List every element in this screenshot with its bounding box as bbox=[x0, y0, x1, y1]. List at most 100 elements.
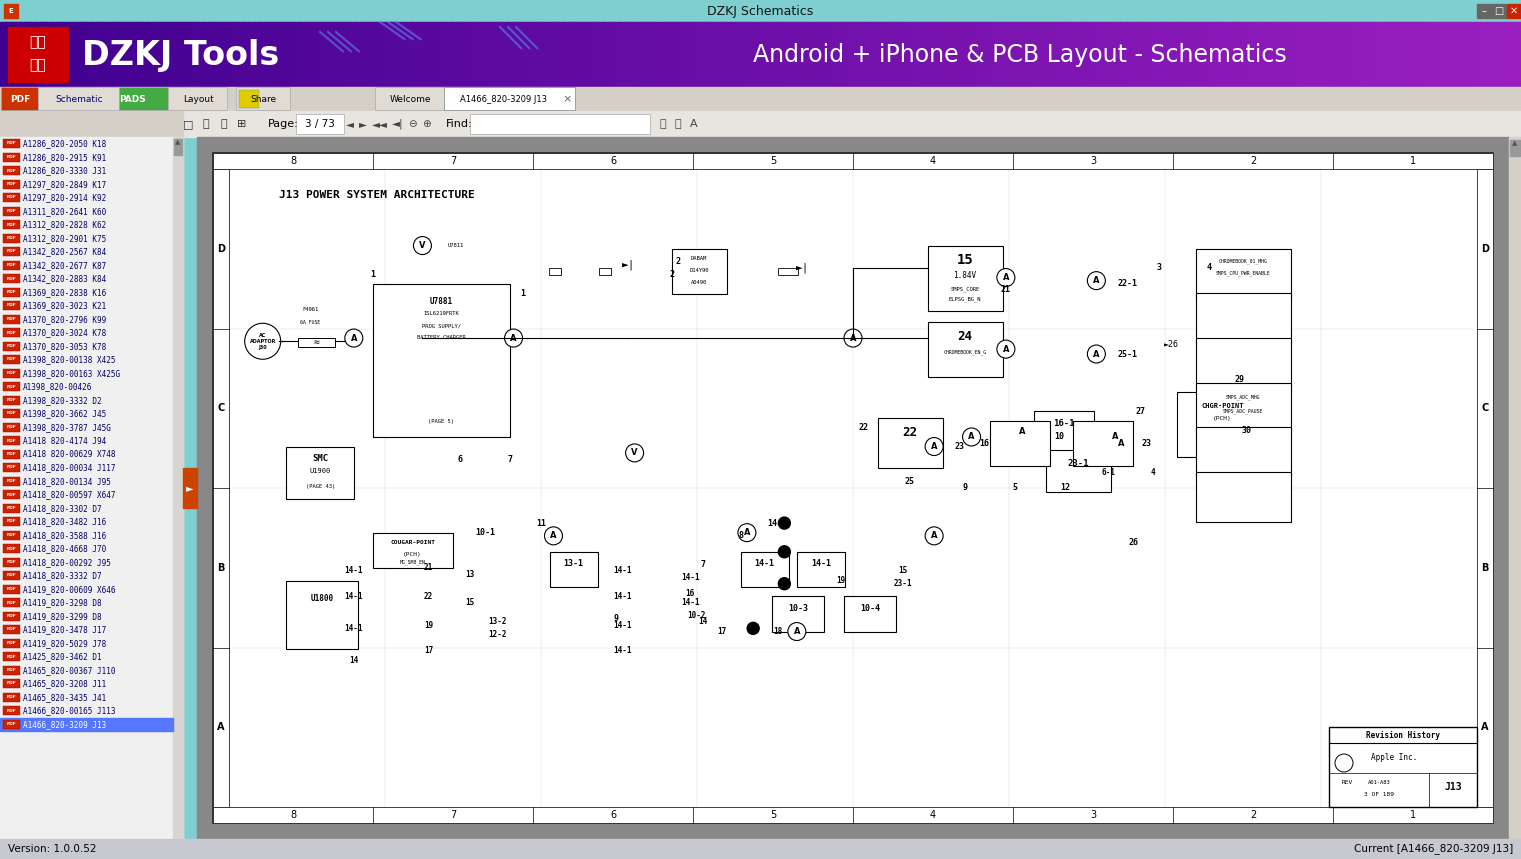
Text: PDF: PDF bbox=[6, 425, 17, 429]
Bar bbox=[3, 490, 20, 499]
Bar bbox=[1501, 22, 1507, 87]
Bar bbox=[324, 22, 330, 87]
Text: SMPS_CORE: SMPS_CORE bbox=[951, 287, 980, 292]
Bar bbox=[741, 22, 747, 87]
Text: ◄: ◄ bbox=[345, 119, 354, 129]
Bar bbox=[3, 206, 20, 216]
Text: A1418_820-3482 J16: A1418_820-3482 J16 bbox=[23, 517, 106, 527]
Bar bbox=[1425, 22, 1431, 87]
Text: A1370_820-3024 K78: A1370_820-3024 K78 bbox=[23, 328, 106, 338]
Bar bbox=[735, 22, 741, 87]
Bar bbox=[1434, 22, 1440, 87]
Bar bbox=[3, 463, 20, 472]
Bar bbox=[1130, 22, 1136, 87]
Bar bbox=[1491, 22, 1497, 87]
Bar bbox=[1338, 22, 1345, 87]
Bar bbox=[487, 22, 493, 87]
Text: PDF: PDF bbox=[6, 722, 17, 726]
Bar bbox=[309, 22, 315, 87]
Text: PDF: PDF bbox=[6, 466, 17, 470]
Bar bbox=[1358, 22, 1364, 87]
Bar bbox=[1507, 4, 1521, 18]
Bar bbox=[50, 22, 56, 87]
Bar bbox=[0, 0, 1521, 22]
Circle shape bbox=[1013, 423, 1031, 441]
Text: 10-2: 10-2 bbox=[687, 611, 706, 620]
Bar bbox=[228, 22, 234, 87]
Text: SMC: SMC bbox=[312, 454, 329, 463]
Text: PDF: PDF bbox=[6, 182, 17, 186]
Circle shape bbox=[414, 236, 432, 254]
Text: A1297_820-2849 K17: A1297_820-2849 K17 bbox=[23, 180, 106, 189]
Text: 6: 6 bbox=[458, 454, 462, 464]
Bar bbox=[984, 22, 990, 87]
Bar bbox=[0, 111, 183, 137]
Bar bbox=[969, 22, 975, 87]
Bar bbox=[1046, 450, 1112, 491]
Bar bbox=[406, 22, 412, 87]
Bar bbox=[3, 423, 20, 431]
Bar bbox=[704, 22, 710, 87]
Bar bbox=[1024, 22, 1030, 87]
Text: PDF: PDF bbox=[6, 560, 17, 564]
Text: U1800: U1800 bbox=[310, 594, 335, 603]
Text: (PAGE 43): (PAGE 43) bbox=[306, 484, 335, 489]
Bar bbox=[502, 22, 508, 87]
Text: 16: 16 bbox=[980, 439, 989, 448]
Text: PDF: PDF bbox=[6, 168, 17, 173]
Bar bbox=[1273, 22, 1279, 87]
Text: 1: 1 bbox=[1410, 156, 1416, 166]
Bar bbox=[65, 22, 71, 87]
Bar bbox=[319, 22, 325, 87]
Bar bbox=[1369, 22, 1375, 87]
Text: A1466_820-3209 J13: A1466_820-3209 J13 bbox=[23, 720, 106, 729]
Bar bbox=[3, 220, 20, 229]
Bar bbox=[3, 234, 20, 242]
Bar bbox=[506, 22, 513, 87]
Bar bbox=[3, 342, 20, 350]
Text: 5: 5 bbox=[770, 810, 776, 820]
Text: PDF: PDF bbox=[6, 303, 17, 308]
Bar bbox=[558, 22, 564, 87]
Bar bbox=[298, 338, 335, 347]
Bar bbox=[11, 22, 17, 87]
Bar bbox=[1191, 22, 1197, 87]
Bar bbox=[3, 584, 20, 594]
Bar bbox=[780, 22, 786, 87]
Bar bbox=[173, 137, 183, 839]
Bar bbox=[700, 22, 706, 87]
Bar bbox=[411, 22, 417, 87]
Bar bbox=[172, 22, 178, 87]
Text: A1418_820-4668 J70: A1418_820-4668 J70 bbox=[23, 545, 106, 553]
Bar bbox=[3, 503, 20, 513]
Text: 8: 8 bbox=[738, 532, 744, 540]
Bar bbox=[198, 22, 204, 87]
Text: PDF: PDF bbox=[6, 357, 17, 362]
Bar bbox=[811, 22, 817, 87]
Circle shape bbox=[1088, 271, 1106, 289]
Bar bbox=[1080, 22, 1086, 87]
Text: PDF: PDF bbox=[9, 94, 30, 103]
Bar bbox=[482, 22, 488, 87]
Text: PDF: PDF bbox=[6, 546, 17, 551]
Bar bbox=[779, 268, 799, 275]
Bar bbox=[1258, 22, 1264, 87]
Bar bbox=[259, 22, 265, 87]
Bar bbox=[239, 90, 259, 108]
Bar bbox=[56, 22, 62, 87]
Text: ►: ► bbox=[359, 119, 367, 129]
FancyBboxPatch shape bbox=[2, 88, 38, 111]
Bar bbox=[76, 22, 82, 87]
Text: REV: REV bbox=[1342, 781, 1352, 785]
Text: PDF: PDF bbox=[6, 331, 17, 334]
Bar bbox=[1167, 22, 1173, 87]
Text: ⧉: ⧉ bbox=[202, 119, 210, 129]
Text: PDF: PDF bbox=[6, 641, 17, 645]
Bar bbox=[3, 369, 20, 377]
Bar bbox=[1495, 22, 1501, 87]
Bar bbox=[1197, 22, 1203, 87]
Bar bbox=[826, 22, 832, 87]
Bar bbox=[106, 22, 113, 87]
Text: 17: 17 bbox=[424, 646, 433, 655]
Text: 4: 4 bbox=[929, 156, 935, 166]
